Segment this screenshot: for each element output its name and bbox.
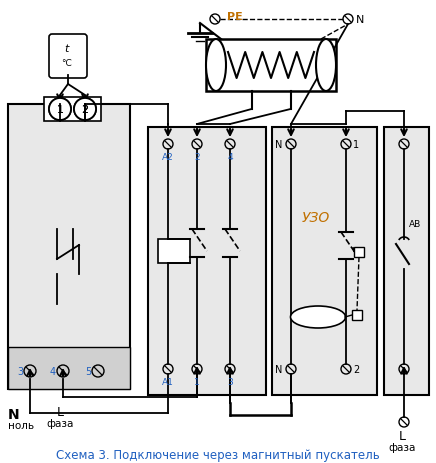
Text: 3: 3 (227, 378, 233, 387)
Text: A1: A1 (162, 378, 174, 387)
Bar (8, 347, 130, 389)
Text: L: L (399, 430, 405, 443)
Text: 4: 4 (227, 153, 233, 162)
Circle shape (74, 99, 96, 121)
Bar (8, 105, 130, 389)
Text: АВ: АВ (409, 220, 421, 229)
Bar (44, 98, 101, 122)
Text: 2: 2 (194, 153, 200, 162)
Circle shape (49, 99, 71, 121)
Text: PE: PE (227, 12, 243, 22)
Text: 5: 5 (85, 366, 91, 376)
Text: L: L (57, 406, 64, 419)
Text: 1: 1 (57, 105, 64, 115)
Text: 1: 1 (57, 105, 64, 115)
Bar (206, 40, 336, 92)
Text: 2: 2 (82, 105, 89, 115)
Text: N: N (275, 140, 283, 150)
Ellipse shape (290, 307, 345, 328)
Text: °C: °C (61, 59, 72, 68)
Text: t: t (64, 44, 68, 54)
Ellipse shape (316, 40, 336, 92)
Text: Схема 3. Подключение через магнитный пускатель: Схема 3. Подключение через магнитный пус… (56, 449, 380, 462)
Circle shape (49, 99, 71, 121)
Bar (158, 239, 190, 263)
Bar (272, 128, 377, 395)
Bar (352, 310, 362, 320)
Text: ноль: ноль (8, 420, 34, 430)
Text: фаза: фаза (46, 418, 74, 428)
FancyBboxPatch shape (49, 35, 87, 79)
Ellipse shape (206, 40, 226, 92)
Text: УЗО: УЗО (302, 211, 330, 225)
Text: 2: 2 (353, 364, 359, 374)
Text: N: N (275, 364, 283, 374)
Text: 2: 2 (82, 105, 89, 115)
Bar (384, 128, 429, 395)
Text: 3: 3 (17, 366, 23, 376)
Text: фаза: фаза (388, 442, 416, 452)
Bar (148, 128, 266, 395)
Text: 1: 1 (194, 378, 200, 387)
Circle shape (74, 99, 96, 121)
Bar (354, 247, 364, 257)
Text: N: N (8, 407, 20, 421)
Text: 1: 1 (353, 140, 359, 150)
Text: N: N (356, 15, 364, 25)
Text: 4: 4 (50, 366, 56, 376)
Text: A2: A2 (162, 153, 174, 162)
